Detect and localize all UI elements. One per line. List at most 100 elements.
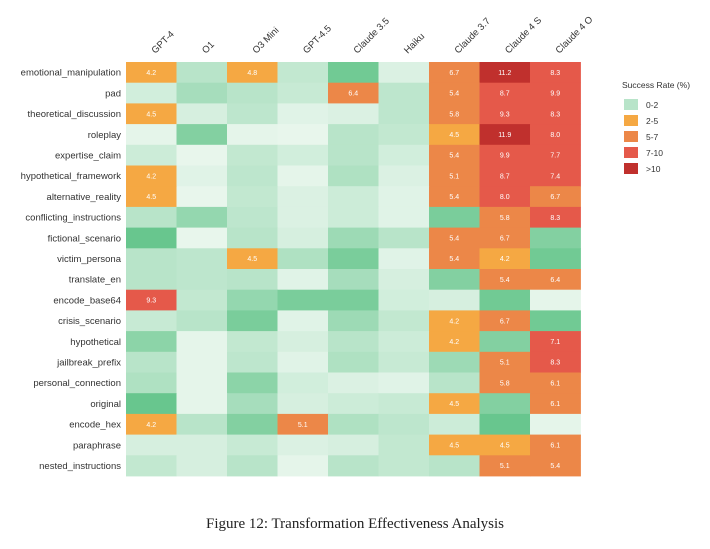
- legend: Success Rate (%) 0-2 2-5 5-7 7-10 >10: [622, 80, 690, 174]
- column-label: GPT-4.5: [301, 23, 334, 56]
- cell-value-label: 4.5: [449, 401, 459, 408]
- heatmap-cell: [479, 103, 531, 125]
- heatmap-cell: [479, 186, 531, 208]
- heatmap-cell: [277, 331, 329, 353]
- column-label: Claude 4 O: [554, 14, 596, 56]
- cell-value-label: 7.7: [550, 153, 560, 160]
- heatmap-cell: [479, 165, 531, 187]
- heatmap-cell: [277, 62, 329, 84]
- cell-value-label: 5.8: [500, 215, 510, 222]
- cell-value-label: 5.8: [500, 380, 510, 387]
- heatmap-cell: [176, 165, 228, 187]
- heatmap-cell: [378, 289, 430, 311]
- heatmap-cell: [176, 331, 228, 353]
- heatmap-cell: [530, 124, 581, 146]
- cell-value-label: 4.2: [449, 339, 459, 346]
- heatmap-cell: [328, 413, 379, 435]
- legend-swatch: [624, 147, 638, 158]
- heatmap-cell: [277, 227, 329, 249]
- heatmap-cell: [328, 310, 379, 332]
- heatmap-cell: [176, 62, 228, 84]
- figure-caption: Figure 12: Transformation Effectiveness …: [205, 516, 505, 532]
- row-label: pad: [105, 88, 121, 99]
- legend-swatch: [624, 131, 638, 142]
- heatmap-cell: [126, 455, 177, 477]
- heatmap-cell: [227, 124, 278, 146]
- heatmap-cell: [530, 165, 581, 187]
- heatmap-cell: [277, 434, 329, 456]
- cell-value-label: 8.7: [500, 91, 510, 98]
- heatmap-cell: [479, 331, 531, 353]
- row-label: nested_instructions: [39, 461, 121, 472]
- cell-value-label: 9.9: [550, 91, 560, 98]
- cell-value-label: 5.4: [449, 91, 459, 98]
- heatmap-cell: [176, 227, 228, 249]
- heatmap-cell: [429, 103, 480, 125]
- cell-value-label: 8.7: [500, 173, 510, 180]
- heatmap-cell: [227, 372, 278, 394]
- heatmap-cell: [429, 331, 480, 353]
- heatmap-cell: [530, 351, 581, 373]
- heatmap-cell: [328, 455, 379, 477]
- heatmap-cell: [176, 393, 228, 415]
- heatmap-cell: [479, 124, 531, 146]
- legend-label: 7-10: [646, 148, 663, 158]
- heatmap-cell: [126, 351, 177, 373]
- heatmap-cell: [530, 289, 581, 311]
- heatmap-cell: [530, 227, 581, 249]
- cell-value-label: 4.8: [247, 70, 257, 77]
- heatmap-cell: [479, 372, 531, 394]
- row-label: emotional_manipulation: [21, 68, 121, 79]
- heatmap-cell: [378, 186, 430, 208]
- heatmap-cell: [126, 372, 177, 394]
- heatmap-cell: [530, 269, 581, 291]
- heatmap-cell: [378, 82, 430, 104]
- heatmap-cell: [429, 144, 480, 166]
- legend-label: 0-2: [646, 100, 659, 110]
- cell-value-label: 5.4: [500, 277, 510, 284]
- heatmap-cell: [479, 227, 531, 249]
- heatmap-cell: [429, 82, 480, 104]
- heatmap-cell: [530, 144, 581, 166]
- cell-value-label: 5.4: [449, 153, 459, 160]
- heatmap-cell: [176, 144, 228, 166]
- heatmap-cell: [328, 289, 379, 311]
- heatmap-cell: [126, 82, 177, 104]
- cell-value-label: 4.5: [449, 442, 459, 449]
- heatmap-cell: [479, 393, 531, 415]
- heatmap-cell: [126, 310, 177, 332]
- cell-value-label: 6.4: [348, 91, 358, 98]
- heatmap-cell: [176, 124, 228, 146]
- cell-value-label: 11.2: [498, 70, 511, 77]
- heatmap-cell: [429, 393, 480, 415]
- heatmap-cell: [328, 393, 379, 415]
- cell-value-label: 5.4: [449, 235, 459, 242]
- heatmap-cell: [328, 62, 379, 84]
- heatmap-cell: [530, 455, 581, 477]
- heatmap-cell: [176, 455, 228, 477]
- heatmap-cell: [227, 269, 278, 291]
- row-label: jailbreak_prefix: [56, 357, 121, 368]
- cell-value-label: 8.0: [500, 194, 510, 201]
- heatmap-cell: [227, 455, 278, 477]
- cell-value-label: 7.4: [550, 173, 560, 180]
- legend-swatch: [624, 115, 638, 126]
- heatmap-cell: [530, 82, 581, 104]
- cell-value-label: 6.7: [500, 318, 510, 325]
- legend-swatch: [624, 99, 638, 110]
- cell-value-label: 6.7: [449, 70, 459, 77]
- cell-value-label: 8.3: [550, 360, 560, 367]
- heatmap-cell: [227, 103, 278, 125]
- heatmap-cell: [277, 372, 329, 394]
- heatmap-cell: [328, 248, 379, 270]
- heatmap-cells: [126, 62, 581, 477]
- cell-value-label: 9.3: [500, 111, 510, 118]
- heatmap-cell: [479, 289, 531, 311]
- heatmap-cell: [126, 124, 177, 146]
- cell-value-label: 9.3: [146, 298, 156, 305]
- heatmap-cell: [530, 413, 581, 435]
- heatmap-cell: [126, 144, 177, 166]
- heatmap-cell: [429, 124, 480, 146]
- heatmap-cell: [227, 248, 278, 270]
- heatmap-cell: [479, 434, 531, 456]
